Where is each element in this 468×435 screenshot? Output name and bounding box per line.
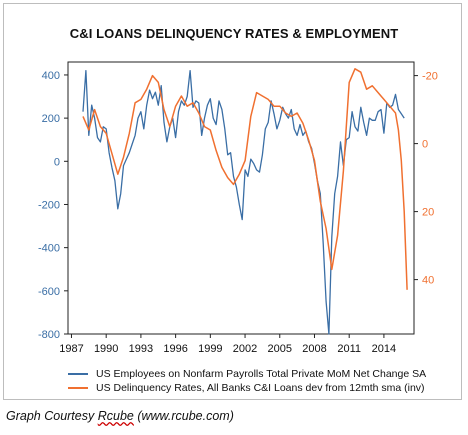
left-axis-tick-label: -200 xyxy=(38,199,60,211)
x-axis-tick-label: 1987 xyxy=(59,343,83,355)
legend-label-employees: US Employees on Nonfarm Payrolls Total P… xyxy=(96,368,427,380)
right-axis-tick-label: 40 xyxy=(422,275,434,287)
legend-item-delinquency: US Delinquency Rates, All Banks C&I Loan… xyxy=(68,382,425,394)
source-caption: Graph Courtesy Rcube (www.rcube.com) xyxy=(6,409,234,423)
left-axis-tick-label: 0 xyxy=(54,156,60,168)
left-axis-tick-label: -600 xyxy=(38,286,60,298)
series-line-employees xyxy=(82,69,405,335)
x-axis-tick-label: 2008 xyxy=(302,343,326,355)
caption-prefix: Graph Courtesy xyxy=(6,409,98,423)
x-axis-tick-label: 2014 xyxy=(372,343,396,355)
series-line-delinquency xyxy=(82,68,408,290)
left-axis-tick-label: 400 xyxy=(42,70,60,82)
x-axis-tick-label: 2005 xyxy=(268,343,292,355)
legend-item-employees: US Employees on Nonfarm Payrolls Total P… xyxy=(68,368,426,380)
chart-title: C&I LOANS DELINQUENCY RATES & EMPLOYMENT xyxy=(69,26,399,41)
left-axis-tick-label: -400 xyxy=(38,243,60,255)
plot-area-border xyxy=(67,61,415,335)
x-axis-tick-label: 1993 xyxy=(129,343,153,355)
x-axis-tick-label: 2002 xyxy=(233,343,257,355)
x-axis-tick-label: 2011 xyxy=(337,343,361,355)
caption-suffix: (www.rcube.com) xyxy=(133,409,234,423)
right-axis-tick-label: -20 xyxy=(422,71,438,83)
x-axis-tick-label: 1996 xyxy=(163,343,187,355)
right-axis-tick-label: 20 xyxy=(422,207,434,219)
legend-swatch-delinquency xyxy=(68,387,88,389)
left-axis-tick-label: -800 xyxy=(38,329,60,341)
legend-swatch-employees xyxy=(68,373,88,375)
right-axis-tick-label: 0 xyxy=(422,139,428,151)
left-axis-tick-label: 200 xyxy=(42,113,60,125)
x-axis-tick-label: 1990 xyxy=(94,343,118,355)
legend-label-delinquency: US Delinquency Rates, All Banks C&I Loan… xyxy=(96,382,425,394)
x-axis-tick-label: 1999 xyxy=(198,343,222,355)
caption-name: Rcube xyxy=(97,409,134,423)
